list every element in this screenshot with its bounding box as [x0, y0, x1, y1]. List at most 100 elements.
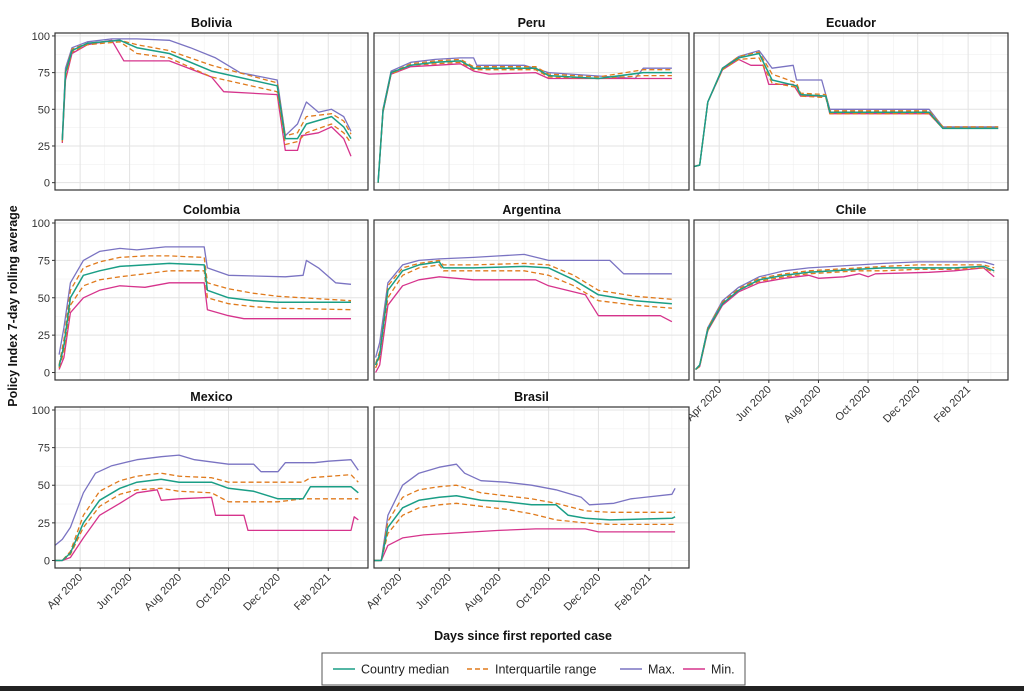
- legend-item-min: Min.: [683, 663, 735, 677]
- panel-title: Argentina: [502, 203, 561, 217]
- panel-title: Brasil: [514, 390, 549, 404]
- panel-bolivia: Bolivia 0 25 50 75 100: [32, 16, 369, 191]
- y-tick-label: 50: [38, 104, 50, 116]
- y-tick-label: 50: [38, 480, 50, 492]
- y-tick-label: 75: [38, 443, 50, 455]
- series-min: [375, 276, 673, 373]
- panel-title: Chile: [836, 203, 867, 217]
- y-tick-label: 75: [38, 255, 50, 267]
- x-tick-label: Feb 2021: [932, 384, 973, 425]
- x-tick-label: Jun 2020: [733, 384, 773, 424]
- series-max: [58, 246, 352, 355]
- bottom-border: [0, 686, 1024, 691]
- series-iqr-upper: [374, 259, 672, 364]
- panel-title: Bolivia: [191, 16, 233, 30]
- series-iqr-lower: [61, 41, 352, 146]
- y-tick-label: 100: [32, 405, 50, 417]
- series-median: [58, 262, 351, 367]
- series-max: [374, 463, 676, 562]
- series-max: [61, 38, 352, 139]
- panel-border: [373, 406, 690, 569]
- series-max: [374, 253, 672, 358]
- panel-border: [373, 32, 690, 191]
- panel-colombia: Colombia 0 25 50 75 100: [32, 203, 369, 381]
- legend-label: Country median: [361, 663, 449, 677]
- series-median: [374, 495, 676, 562]
- panel-background: [55, 33, 368, 190]
- series-median: [61, 39, 352, 141]
- legend-item-median: Country median: [333, 663, 449, 677]
- panel-border: [693, 219, 1009, 381]
- series-max: [54, 454, 359, 546]
- legend-label: Interquartile range: [495, 663, 597, 677]
- panel-brasil: Brasil Apr 2020 Jun 2020 Aug 2020 Oct 2020 De…: [364, 390, 690, 614]
- y-tick-label: 75: [38, 68, 50, 80]
- panel-background: [55, 407, 368, 568]
- series-iqr-upper: [55, 472, 359, 562]
- series-iqr-lower: [374, 264, 672, 369]
- series-min: [374, 528, 676, 562]
- y-tick-label: 100: [32, 218, 50, 230]
- y-tick-label: 25: [38, 330, 50, 342]
- x-tick-label: Dec 2020: [562, 572, 604, 614]
- legend-label: Max.: [648, 663, 675, 677]
- x-tick-label: Aug 2020: [782, 384, 824, 426]
- series-median: [693, 52, 999, 168]
- panel-border: [693, 32, 1009, 191]
- series-min: [61, 39, 352, 157]
- panel-title: Peru: [518, 16, 546, 30]
- x-tick-label: Jun 2020: [414, 572, 454, 612]
- x-tick-label: Oct 2020: [194, 572, 234, 612]
- panel-background: [694, 220, 1008, 380]
- y-tick-label: 25: [38, 141, 50, 153]
- legend-box: [321, 652, 746, 686]
- series-iqr-upper: [374, 484, 676, 562]
- legend-item-max: Max.: [620, 663, 675, 677]
- panel-border: [54, 406, 369, 569]
- x-tick-label: Dec 2020: [881, 384, 923, 426]
- x-tick-label: Feb 2021: [613, 572, 654, 613]
- panel-border: [373, 219, 690, 381]
- panel-border: [54, 219, 369, 381]
- y-tick-label: 50: [38, 293, 50, 305]
- panel-background: [374, 407, 689, 568]
- x-tick-label: Apr 2020: [684, 384, 724, 424]
- x-tick-label: Aug 2020: [142, 572, 184, 614]
- y-tick-label: 25: [38, 518, 50, 530]
- panel-background: [55, 220, 368, 380]
- series-iqr-lower: [58, 270, 352, 369]
- series-median: [695, 265, 995, 371]
- x-tick-label: Oct 2020: [514, 572, 554, 612]
- x-tick-label: Jun 2020: [94, 572, 134, 612]
- panel-title: Ecuador: [826, 16, 876, 30]
- x-tick-label: Aug 2020: [462, 572, 504, 614]
- series-min: [58, 282, 351, 370]
- legend-item-iqr: Interquartile range: [467, 663, 597, 677]
- panel-title: Colombia: [183, 203, 241, 217]
- y-axis-label: Policy Index 7-day rolling average: [6, 205, 20, 407]
- y-tick-label: 0: [44, 368, 50, 380]
- series-max: [695, 261, 995, 370]
- panel-peru: Peru: [373, 16, 690, 191]
- panel-background: [374, 220, 689, 380]
- panel-border: [54, 32, 369, 191]
- x-tick-label: Feb 2021: [292, 572, 333, 613]
- panel-argentina: Argentina: [373, 203, 690, 381]
- panel-mexico: Mexico 0 25 50 75 100 Apr 2020 Jun 2020 Aug 2020…: [32, 390, 369, 614]
- panels: Bolivia 0 25 50 75 100 Peru Ecuador Colombia 0 25 5…: [32, 16, 1009, 614]
- series-median: [374, 261, 672, 366]
- panel-ecuador: Ecuador: [693, 16, 1009, 191]
- x-tick-label: Dec 2020: [241, 572, 283, 614]
- y-tick-label: 0: [44, 178, 50, 190]
- series-iqr-lower: [55, 487, 359, 562]
- x-tick-label: Oct 2020: [833, 384, 873, 424]
- x-tick-label: Apr 2020: [364, 572, 404, 612]
- panel-chile: Chile Apr 2020 Jun 2020 Aug 2020 Oct 2020 Dec…: [684, 203, 1009, 426]
- panel-title: Mexico: [190, 390, 233, 404]
- y-tick-label: 100: [32, 31, 50, 43]
- series-iqr-upper: [61, 39, 352, 139]
- x-axis-label: Days since first reported case: [434, 629, 612, 643]
- series-iqr-upper: [58, 255, 352, 366]
- series-median: [55, 478, 359, 562]
